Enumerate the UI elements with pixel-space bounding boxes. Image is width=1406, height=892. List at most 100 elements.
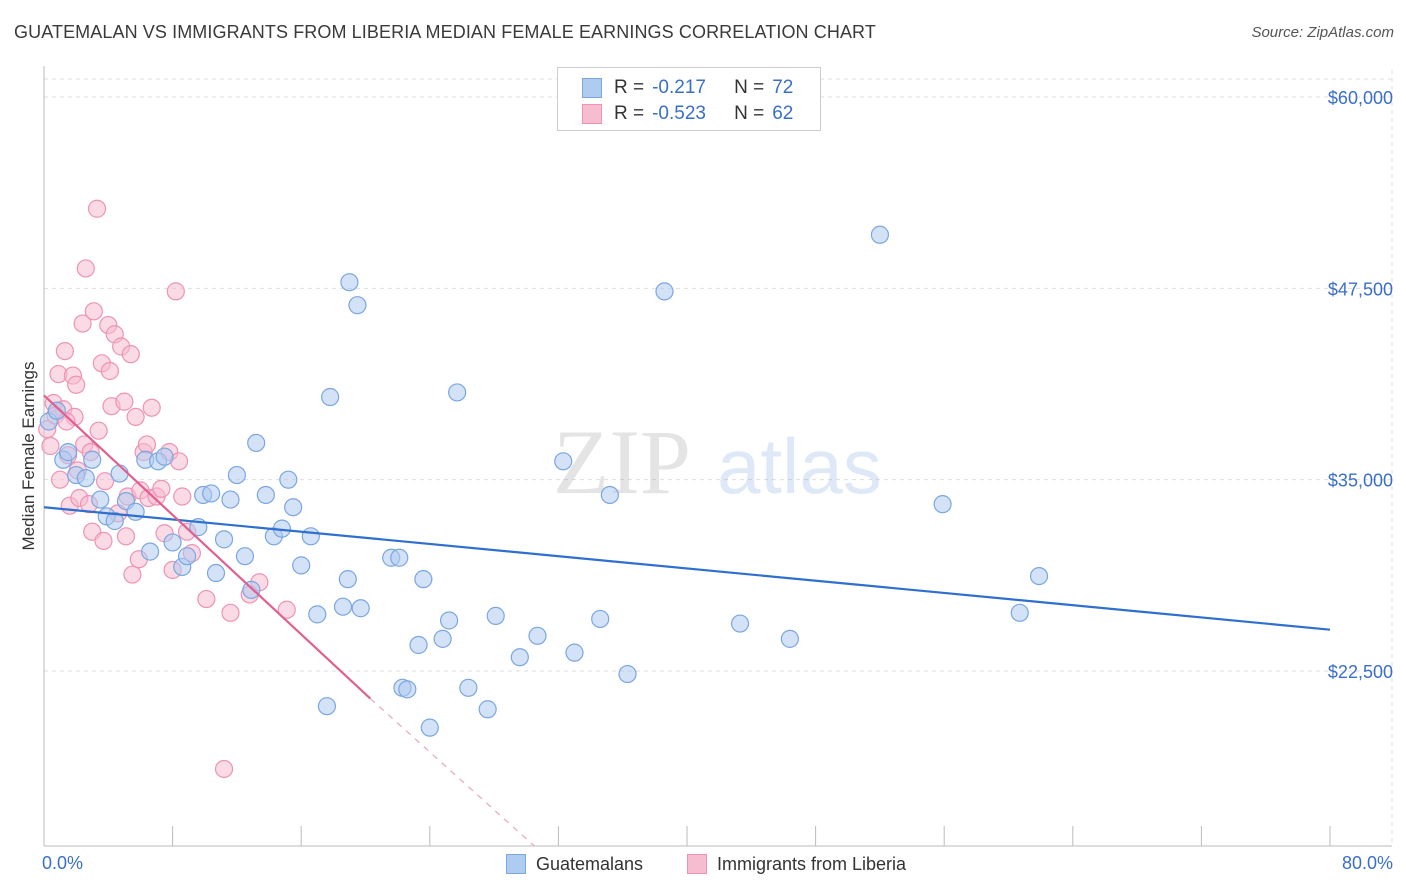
guatemalan-point: [126, 502, 145, 521]
bottom-legend-guatemalans: Guatemalans: [506, 852, 643, 876]
guatemalan-point: [105, 511, 124, 531]
guatemalan-point: [333, 597, 353, 616]
y-tick-label: $35,000: [1328, 471, 1393, 491]
liberia-trend-extension: [369, 698, 535, 847]
guatemalan-point: [414, 570, 433, 589]
watermark-zip: ZIP: [553, 411, 691, 513]
guatemalan-point: [140, 542, 160, 561]
guatemalan-point: [317, 697, 337, 716]
guatemalan-point: [214, 530, 234, 549]
guatemalan-point: [59, 443, 78, 462]
guatemalan-point: [83, 450, 102, 469]
guatemalan-point: [870, 225, 890, 244]
guatemalan-point: [155, 447, 174, 466]
guatemalan-point: [554, 452, 573, 471]
guatemalan-point: [308, 605, 327, 624]
guatemalan-point: [227, 465, 246, 485]
liberia-point: [50, 470, 70, 489]
legend-row-liberia: R = -0.523 N = 62: [582, 102, 793, 126]
guatemalan-point: [351, 599, 370, 618]
guatemalan-point: [390, 548, 409, 567]
guatemalan-point: [459, 678, 478, 697]
liberia-legend-label: Immigrants from Liberia: [717, 853, 907, 874]
liberia-points: [38, 199, 296, 779]
liberia-point: [166, 282, 185, 301]
guatemalans-legend-label: Guatemalans: [536, 853, 644, 874]
guatemalan-point: [478, 700, 497, 719]
liberia-point: [76, 259, 95, 278]
r-value: -0.523: [652, 103, 706, 124]
guatemalan-point: [448, 383, 467, 402]
r-label: R =: [614, 103, 645, 124]
liberia-point: [87, 199, 107, 218]
guatemalan-point: [528, 626, 547, 645]
liberia-point: [55, 341, 74, 361]
n-label: N =: [734, 77, 765, 98]
grid-lines: [44, 70, 1393, 846]
liberia-point: [126, 407, 145, 427]
legend-row-guatemalans: R = -0.217 N = 72: [582, 76, 793, 100]
guatemalan-point: [409, 635, 428, 655]
liberia-point: [100, 361, 120, 381]
liberia-point: [115, 392, 134, 411]
x-axis-min-label: 0.0%: [42, 853, 84, 873]
y-axis-label: Median Female Earnings: [19, 362, 38, 551]
guatemalan-point: [301, 527, 320, 546]
guatemalan-point: [565, 643, 584, 662]
guatemalan-point: [348, 296, 367, 315]
guatemalan-point: [221, 490, 240, 509]
liberia-point: [84, 302, 103, 321]
correlation-legend: R = -0.217 N = 72 R = -0.523 N = 62: [557, 67, 821, 131]
axes: [43, 66, 1392, 847]
guatemalan-point: [618, 664, 637, 684]
source-label: Source: ZipAtlas.com: [1251, 24, 1394, 41]
guatemalan-point: [247, 433, 266, 453]
guatemalan-point: [284, 498, 303, 517]
guatemalan-point: [206, 563, 226, 583]
guatemalan-point: [321, 387, 340, 407]
guatemalan-point: [47, 401, 66, 420]
watermark-atlas: atlas: [717, 422, 882, 510]
guatemalan-point: [1010, 603, 1029, 622]
watermark: ZIP atlas: [553, 411, 882, 513]
liberia-point: [41, 436, 60, 456]
x-axis-max-label: 80.0%: [1341, 853, 1393, 873]
guatemalan-point: [486, 606, 505, 625]
liberia-point: [123, 565, 142, 584]
y-tick-labels: $22,500 $35,000 $47,500 $60,000: [1328, 88, 1393, 682]
liberia-swatch: [582, 104, 602, 124]
guatemalans-trend-line: [43, 506, 1331, 631]
liberia-point: [173, 487, 192, 506]
guatemalan-point: [600, 485, 619, 505]
liberia-point: [221, 603, 240, 622]
guatemalan-point: [279, 470, 298, 489]
r-value: -0.217: [652, 77, 706, 98]
guatemalan-point: [420, 718, 439, 737]
guatemalan-point: [510, 648, 529, 667]
guatemalan-point: [177, 547, 197, 566]
guatemalan-point: [202, 484, 221, 503]
liberia-point: [67, 375, 86, 394]
liberia-point: [89, 421, 108, 440]
guatemalan-point: [256, 485, 275, 505]
liberia-point: [95, 472, 115, 491]
guatemalan-point: [235, 547, 255, 566]
liberia-point: [94, 531, 113, 550]
guatemalans-legend-swatch: [506, 854, 526, 874]
y-tick-label: $47,500: [1328, 279, 1393, 299]
liberia-point: [142, 398, 161, 417]
guatemalan-point: [338, 570, 357, 589]
liberia-point: [121, 345, 140, 364]
liberia-point: [214, 759, 234, 779]
bottom-legend-liberia: Immigrants from Liberia: [687, 852, 906, 876]
n-label: N =: [734, 103, 765, 124]
liberia-point: [277, 600, 296, 619]
liberia-point: [73, 314, 92, 333]
guatemalan-point: [398, 680, 417, 699]
guatemalan-point: [110, 464, 129, 483]
guatemalans-swatch: [582, 78, 602, 98]
r-label: R =: [614, 77, 645, 98]
guatemalan-point: [340, 273, 359, 292]
guatemalan-point: [439, 611, 459, 630]
